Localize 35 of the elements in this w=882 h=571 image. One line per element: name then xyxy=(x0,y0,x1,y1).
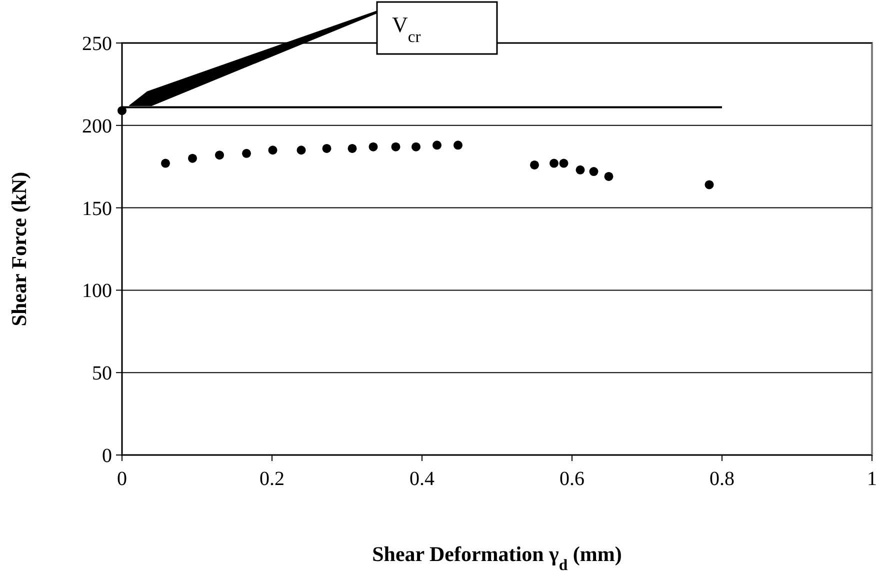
point xyxy=(432,140,442,150)
x-tick-label: 0.8 xyxy=(710,468,734,490)
x-tick-label: 1 xyxy=(867,468,877,490)
point xyxy=(576,165,585,174)
point xyxy=(215,150,224,160)
point xyxy=(242,148,251,158)
y-tick-label: 0 xyxy=(102,445,112,467)
point xyxy=(604,172,614,181)
point xyxy=(412,142,420,152)
point xyxy=(589,167,598,176)
point xyxy=(704,180,714,190)
point xyxy=(559,158,568,168)
point xyxy=(454,140,462,150)
point xyxy=(322,144,332,153)
x-tick-label: 0.2 xyxy=(260,468,284,490)
point xyxy=(268,146,278,155)
point xyxy=(391,142,400,152)
y-tick-label: 250 xyxy=(82,33,112,55)
y-tick-label: 100 xyxy=(82,280,112,302)
x-tick-label: 0 xyxy=(117,468,127,490)
point xyxy=(161,158,170,168)
point xyxy=(530,160,539,170)
point xyxy=(550,158,558,168)
y-tick-label: 150 xyxy=(82,198,112,220)
point xyxy=(348,144,357,153)
annotation: V$_{cr}$ xyxy=(392,12,422,46)
point xyxy=(296,146,306,155)
y-tick-label: 200 xyxy=(82,115,112,138)
x-tick-label: 0.4 xyxy=(410,468,434,490)
y-axis-title: Shear Force (kN) xyxy=(7,172,31,326)
y-tick-label: 50 xyxy=(92,362,112,385)
point xyxy=(188,154,197,163)
point xyxy=(368,142,378,152)
x-tick-label: 0.6 xyxy=(560,468,584,490)
x-axis-title: Shear Deformation γ$_{d}$ (mm) xyxy=(372,542,622,571)
